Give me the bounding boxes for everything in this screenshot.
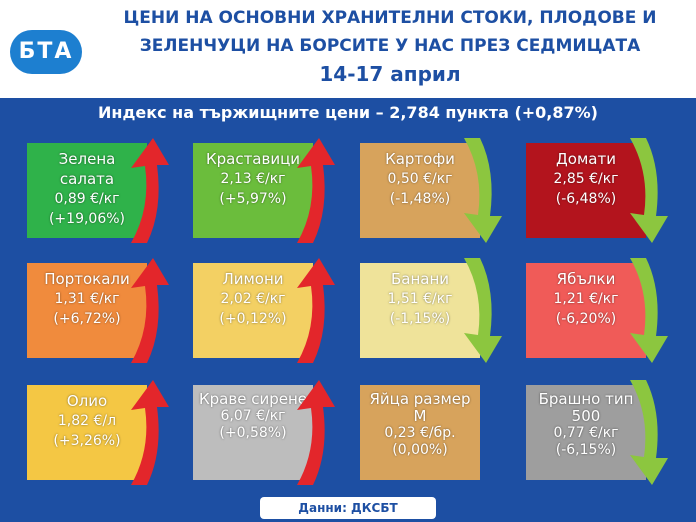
tile-change: (-1,48%) <box>389 191 451 207</box>
tile: Зелена салата 0,89 €/кг (+19,06%) <box>27 143 147 238</box>
tile-change: (-1,15%) <box>389 311 451 327</box>
arrow-down <box>630 138 668 243</box>
tile-price: 1,51 €/кг <box>387 291 453 307</box>
title-dates: 14-17 април <box>319 62 461 86</box>
tile-price: 2,02 €/кг <box>220 291 286 307</box>
tile: Картофи 0,50 €/кг (-1,48%) <box>360 143 480 238</box>
tile-name: Зелена салата <box>58 150 116 188</box>
tile-name: Краставици <box>205 150 301 168</box>
tile-price: 0,50 €/кг <box>387 171 453 187</box>
tile-name: Домати <box>556 150 616 168</box>
arrow-down <box>464 258 502 363</box>
tile-price: 1,31 €/кг <box>54 291 120 307</box>
tile: Домати 2,85 €/кг (-6,48%) <box>526 143 646 238</box>
header: БТА ЦЕНИ НА ОСНОВНИ ХРАНИТЕЛНИ СТОКИ, ПЛ… <box>0 0 696 98</box>
tile-price: 2,85 €/кг <box>553 171 619 187</box>
tile: Олио 1,82 €/л (+3,26%) <box>27 385 147 480</box>
arrow-up <box>131 258 169 363</box>
title: ЗЕЛЕНЧУЦИ НА БОРСИТЕ У НАС ПРЕЗ СЕДМИЦАТ… <box>139 36 641 56</box>
tile-change: (0,00%) <box>392 442 448 458</box>
tile-price: 1,21 €/кг <box>553 291 619 307</box>
tile-change: (-6,15%) <box>555 442 617 458</box>
tile: Портокали 1,31 €/кг (+6,72%) <box>27 263 147 358</box>
tile: Ябълки 1,21 €/кг (-6,20%) <box>526 263 646 358</box>
tile: Лимони 2,02 €/кг (+0,12%) <box>193 263 313 358</box>
tile-name: Картофи <box>385 150 455 168</box>
tile-name: Олио <box>66 392 108 410</box>
arrow-down <box>464 138 502 243</box>
tile: Краставици 2,13 €/кг (+5,97%) <box>193 143 313 238</box>
tile-name: Яйца размер М <box>369 390 471 425</box>
tile-name: Лимони <box>222 270 284 288</box>
tile-price: 0,89 €/кг <box>54 191 120 207</box>
arrow-down <box>630 258 668 363</box>
tile-name: Портокали <box>44 270 130 288</box>
arrow-up <box>131 138 169 243</box>
tile-change: (-6,20%) <box>555 311 617 327</box>
tile-change: (+5,97%) <box>219 191 287 207</box>
arrow-up <box>297 258 335 363</box>
tile-price: 2,13 €/кг <box>220 171 286 187</box>
tile-change: (+0,58%) <box>219 425 287 441</box>
arrow-down <box>630 380 668 485</box>
arrow-up <box>131 380 169 485</box>
tile: Брашно тип 500 0,77 €/кг (-6,15%) <box>526 385 646 480</box>
tile-change: (+0,12%) <box>219 311 287 327</box>
tile-price: 0,77 €/кг <box>553 425 619 441</box>
tile-price: 1,82 €/л <box>57 413 117 429</box>
tile-name: Брашно тип 500 <box>538 390 634 425</box>
tile-name: Банани <box>390 270 450 288</box>
tile-change: (+19,06%) <box>48 211 126 227</box>
arrow-up <box>297 380 335 485</box>
tile-price: 6,07 €/кг <box>220 408 286 424</box>
tile: Банани 1,51 €/кг (-1,15%) <box>360 263 480 358</box>
tile-change: (+6,72%) <box>53 311 121 327</box>
tile: Яйца размер М 0,23 €/бр. (0,00%) <box>360 385 480 480</box>
tile-change: (+3,26%) <box>53 433 121 449</box>
source: Данни: ДКСБТ <box>260 497 436 519</box>
arrow-up <box>297 138 335 243</box>
tile-name: Краве сирене <box>199 390 307 408</box>
tile-price: 0,23 €/бр. <box>384 425 456 441</box>
title: ЦЕНИ НА ОСНОВНИ ХРАНИТЕЛНИ СТОКИ, ПЛОДОВ… <box>123 8 657 28</box>
index-line: Индекс на тържищните цени – 2,784 пункта… <box>98 103 598 122</box>
tile: Краве сирене 6,07 €/кг (+0,58%) <box>193 385 313 480</box>
logo: БТА <box>10 30 82 74</box>
tile-name: Ябълки <box>556 270 616 288</box>
tile-change: (-6,48%) <box>555 191 617 207</box>
